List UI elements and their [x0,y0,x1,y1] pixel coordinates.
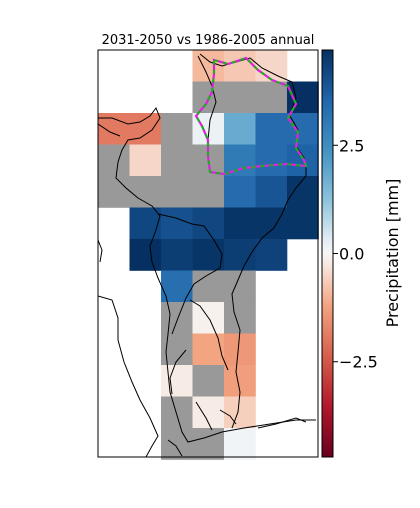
heatmap-cell [192,207,225,240]
heatmap-cell [98,176,130,208]
heatmap-cell [287,113,319,145]
heatmap-cell [129,239,162,271]
heatmap-cell [161,270,193,303]
heatmap-cell [287,176,319,208]
heatmap-cell [224,333,256,366]
heatmap-cell [224,239,256,271]
heatmap-cell [161,239,193,271]
heatmap-cell [287,81,319,114]
heatmap-cell [98,144,130,177]
heatmap-cell [161,144,193,177]
heatmap-cell [224,396,256,429]
heatmap-cell [224,428,256,460]
heatmap-cell [287,207,319,240]
heatmap-cell [161,365,193,397]
heatmap-cell [255,50,288,82]
heatmap-cell [255,81,288,114]
chart-title: 2031-2050 vs 1986-2005 annual [102,33,315,48]
colorbar-tick-label: −2.5 [339,353,378,372]
heatmap-cell [129,207,162,240]
colorbar-tick-label: 2.5 [339,136,364,155]
heatmap-cell [287,144,319,177]
coastline-overlay [98,53,316,457]
heatmap-cell [161,113,193,145]
region-outline [194,56,308,176]
heatmap-cell [129,144,162,177]
colorbar-ticks: 2.5 0.0 −2.5 [333,136,378,372]
heatmap-cell [192,176,225,208]
heatmap-cell [255,113,288,145]
heatmap-cell [192,333,225,366]
heatmap-cell [224,176,256,208]
heatmap-cell [255,239,288,271]
heatmap-cell [224,207,256,240]
heatmap-cells [98,50,319,460]
heatmap-cell [224,81,256,114]
map-frame [97,49,319,458]
heatmap-cell [192,270,225,303]
heatmap-cell [192,365,225,397]
heatmap-cell [129,113,162,145]
heatmap-cell [255,144,288,177]
heatmap-cell [161,207,193,240]
colorbar [321,49,334,458]
heatmap-cell [161,428,193,460]
heatmap-cell [224,50,256,82]
heatmap-cell [129,176,162,208]
heatmap-cell [161,176,193,208]
heatmap-cell [255,176,288,208]
heatmap-cell [192,239,225,271]
heatmap-cell [161,396,193,429]
colorbar-label: Precipitation [mm] [383,179,402,328]
heatmap-cell [161,302,193,334]
heatmap-cell [224,113,256,145]
colorbar-tick-label: 0.0 [339,245,364,264]
heatmap-cell [224,144,256,177]
